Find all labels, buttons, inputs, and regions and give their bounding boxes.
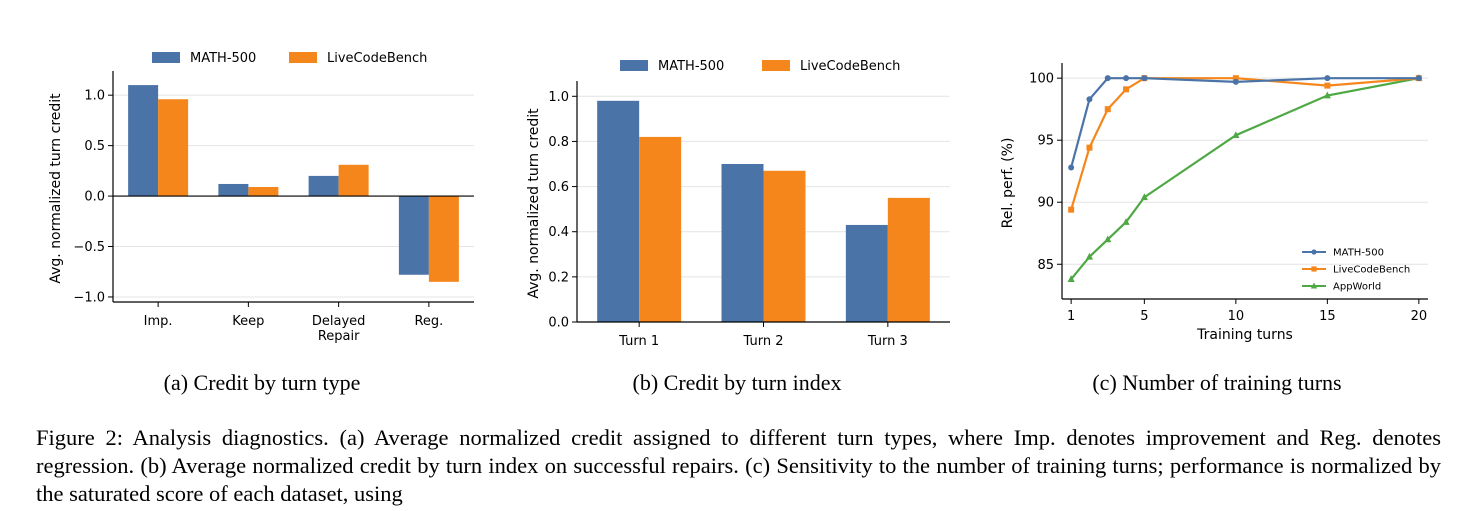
x-tick-label: Imp. (144, 314, 173, 329)
legend-label: MATH-500 (1333, 248, 1384, 259)
legend-swatch (762, 60, 790, 71)
y-axis-label: Avg. normalized turn credit (48, 93, 64, 284)
x-tick-label: Repair (318, 329, 360, 344)
y-tick-label: 1.0 (84, 89, 105, 104)
bar-math500 (721, 164, 764, 322)
y-tick-label: 0.5 (84, 139, 105, 154)
point-marker (1122, 218, 1130, 225)
point-marker (1232, 78, 1239, 85)
bar-math500 (398, 196, 429, 275)
subcaption: (c) Number of training turns (1092, 370, 1341, 395)
legend-swatch (152, 52, 180, 63)
legend-label: AppWorld (1333, 282, 1381, 293)
point-marker (1232, 75, 1239, 82)
y-tick-label: 0.2 (548, 270, 569, 285)
bar-livecodebench (338, 164, 369, 197)
panel-b-credit-by-turn-index: 0.0 0.2 0.4 0.6 0.8 1.0 Turn 1 Turn 2 Turn 3 Avg.… (526, 59, 950, 395)
y-tick-label: 0.0 (548, 316, 569, 331)
x-tick-label: Keep (232, 314, 264, 329)
x-tick-label: Reg. (414, 314, 443, 329)
y-tick-label: 0.8 (548, 135, 569, 150)
x-tick-label: Turn 3 (867, 334, 908, 349)
x-tick-label: Delayed (312, 314, 366, 329)
point-marker (1086, 96, 1093, 103)
bar-livecodebench (639, 136, 682, 322)
x-tick-label: 1 (1067, 309, 1075, 324)
y-axis-label: Avg. normalized turn credit (526, 108, 542, 299)
point-marker (1067, 275, 1075, 282)
legend-marker (1311, 249, 1317, 255)
bar-livecodebench (428, 196, 459, 282)
x-axis-label: Training turns (1196, 327, 1293, 343)
point-marker (1104, 235, 1112, 243)
point-marker (1123, 86, 1130, 93)
legend-swatch (289, 52, 317, 63)
point-marker (1086, 144, 1093, 151)
y-tick-label: 85 (1037, 258, 1054, 273)
x-tick-label: Turn 2 (743, 334, 784, 349)
y-tick-label: 0.0 (84, 190, 105, 205)
x-tick-label: Turn 1 (618, 334, 659, 349)
subcaption: (b) Credit by turn index (633, 370, 842, 395)
legend-label: MATH-500 (190, 51, 256, 66)
point-marker (1068, 206, 1075, 213)
series-line-appworld (1070, 77, 1420, 280)
point-marker (1415, 75, 1422, 82)
bar-math500 (128, 85, 159, 197)
bar-math500 (218, 183, 249, 197)
point-marker (1324, 82, 1331, 89)
y-tick-label: 1.0 (548, 90, 569, 105)
bar-livecodebench (887, 197, 930, 322)
point-marker (1104, 106, 1111, 113)
x-tick-label: 15 (1319, 309, 1336, 324)
y-tick-label: −0.5 (73, 240, 105, 255)
point-marker (1324, 75, 1331, 82)
y-tick-label: −1.0 (73, 290, 105, 305)
legend-marker (1310, 282, 1318, 289)
subcaption: (a) Credit by turn type (164, 370, 361, 395)
x-tick-label: 5 (1140, 309, 1148, 324)
point-marker (1104, 75, 1111, 82)
y-tick-label: 100 (1029, 72, 1054, 87)
bar-livecodebench (763, 170, 806, 322)
bar-math500 (308, 175, 339, 197)
legend-marker (1311, 266, 1317, 272)
point-marker (1140, 193, 1148, 201)
point-marker (1232, 131, 1240, 139)
legend-label: LiveCodeBench (1333, 265, 1410, 276)
y-tick-label: 0.6 (548, 180, 569, 195)
legend-label: LiveCodeBench (327, 51, 427, 66)
y-tick-label: 95 (1037, 134, 1054, 149)
point-marker (1068, 164, 1075, 171)
bar-math500 (845, 224, 888, 322)
point-marker (1123, 75, 1130, 82)
y-tick-label: 0.4 (548, 225, 569, 240)
y-tick-label: 90 (1037, 196, 1054, 211)
x-tick-label: 10 (1228, 309, 1245, 324)
point-marker (1323, 91, 1331, 99)
point-marker (1085, 252, 1094, 260)
figure-caption: Figure 2: Analysis diagnostics. (a) Aver… (36, 425, 1441, 506)
bar-math500 (597, 100, 640, 322)
legend-swatch (620, 60, 648, 71)
y-axis-label: Rel. perf. (%) (1000, 138, 1016, 229)
bar-livecodebench (248, 186, 279, 197)
series-line-livecodebench (1070, 77, 1419, 210)
point-marker (1141, 75, 1148, 82)
legend-label: MATH-500 (658, 59, 724, 74)
x-tick-label: 20 (1411, 309, 1428, 324)
legend-label: LiveCodeBench (800, 59, 900, 74)
series-line-math-500 (1070, 77, 1419, 168)
bar-livecodebench (158, 99, 189, 197)
